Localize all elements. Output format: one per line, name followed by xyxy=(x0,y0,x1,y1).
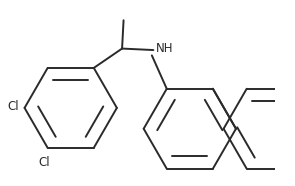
Text: Cl: Cl xyxy=(39,156,50,169)
Text: Cl: Cl xyxy=(8,100,19,113)
Text: N: N xyxy=(294,82,295,95)
Text: NH: NH xyxy=(156,42,173,55)
